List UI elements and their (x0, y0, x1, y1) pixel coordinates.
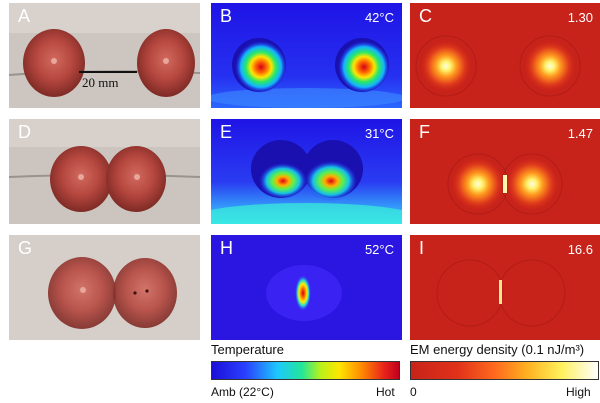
em-colorbar (410, 361, 599, 380)
panel-label-f: F (419, 122, 430, 142)
panel-e-thermal: E 31°C (211, 119, 402, 224)
em-colorbar-min: 0 (410, 385, 417, 399)
panel-label-a: A (18, 6, 31, 26)
panel-i-em: I 16.6 (410, 235, 600, 340)
em-value-c: 1.30 (567, 10, 593, 25)
panel-g-photo: G (9, 235, 200, 340)
panel-label-h: H (220, 238, 233, 258)
temperature-colorbar (211, 361, 400, 380)
panel-label-d: D (18, 122, 31, 142)
panel-a-photo: A 20 mm (9, 3, 200, 108)
em-value-i: 16.6 (567, 242, 593, 257)
panel-label-b: B (220, 6, 233, 26)
temperature-colorbar-title: Temperature (211, 342, 284, 357)
scale-bar (79, 71, 137, 73)
panel-label-e: E (220, 122, 233, 142)
em-colorbar-title: EM energy density (0.1 nJ/m³) (410, 342, 585, 357)
panel-label-c: C (419, 6, 432, 26)
panel-label-i: I (419, 238, 425, 258)
temperature-value-b: 42°C (364, 10, 394, 25)
panel-label-g: G (18, 238, 33, 258)
em-value-f: 1.47 (567, 126, 593, 141)
panel-c-em: C 1.30 (410, 3, 600, 108)
panel-h-thermal: H 52°C (211, 235, 402, 340)
panel-f-em: F 1.47 (410, 119, 600, 224)
temperature-colorbar-min: Amb (22°C) (211, 385, 274, 399)
em-colorbar-max: High (566, 385, 591, 399)
temperature-value-h: 52°C (364, 242, 394, 257)
panel-b-thermal: B 42°C (211, 3, 402, 108)
temperature-colorbar-max: Hot (376, 385, 395, 399)
panel-d-photo: D (9, 119, 200, 224)
scale-bar-label: 20 mm (82, 75, 119, 90)
temperature-value-e: 31°C (364, 126, 394, 141)
